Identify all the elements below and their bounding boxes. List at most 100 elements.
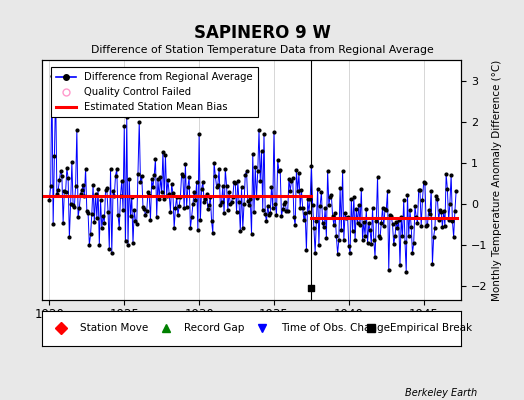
Text: Berkeley Earth: Berkeley Earth (405, 388, 477, 398)
Point (257, 147, 266, 154)
Point (282, 208, 291, 214)
Point (104, 208, 112, 215)
Point (387, 213, 396, 220)
Point (63, 165, 71, 172)
Point (217, 199, 226, 206)
Point (326, 194, 334, 200)
Point (244, 198, 252, 204)
Point (204, 206, 212, 212)
Point (189, 201, 197, 208)
Point (292, 166, 301, 173)
Point (265, 212, 273, 218)
Point (271, 201, 279, 207)
Point (408, 250, 417, 256)
Point (176, 194, 184, 200)
Point (99, 213, 107, 219)
Point (50, 153, 59, 159)
Point (103, 185, 111, 192)
Point (325, 202, 333, 208)
Point (80, 193, 89, 199)
Point (119, 206, 127, 213)
Point (113, 166, 121, 172)
Point (452, 188, 460, 194)
Point (437, 209, 445, 215)
Point (395, 217, 403, 224)
Point (71, 183, 80, 190)
Point (248, 150, 257, 157)
Point (381, 206, 389, 212)
Point (277, 213, 286, 219)
Point (120, 122, 128, 129)
Point (133, 220, 141, 227)
Point (110, 193, 118, 200)
Point (201, 196, 210, 202)
Point (247, 231, 256, 237)
Point (283, 208, 292, 214)
Point (436, 206, 444, 213)
Point (94, 186, 102, 192)
Point (45, 197, 53, 204)
Point (58, 172, 66, 179)
Point (402, 268, 410, 275)
Point (134, 171, 142, 177)
Point (64, 175, 72, 181)
Point (311, 250, 319, 256)
Point (220, 210, 228, 216)
Point (175, 203, 183, 209)
Point (332, 233, 341, 240)
Point (377, 220, 386, 227)
Point (158, 189, 166, 196)
Point (68, 159, 76, 165)
Point (146, 217, 155, 223)
Point (317, 189, 325, 195)
Point (78, 187, 86, 193)
Point (73, 126, 81, 133)
Point (412, 214, 420, 220)
Point (250, 209, 258, 215)
Point (190, 188, 198, 195)
Point (446, 200, 454, 207)
Point (74, 214, 82, 220)
Point (335, 236, 343, 243)
Point (101, 187, 110, 194)
Point (375, 233, 383, 239)
Point (214, 182, 222, 188)
Point (140, 206, 148, 212)
Point (427, 188, 435, 194)
Point (141, 212, 150, 218)
Point (329, 213, 337, 219)
Point (421, 180, 429, 186)
Point (123, 114, 131, 121)
Point (258, 207, 267, 213)
Point (200, 199, 209, 205)
Point (434, 217, 443, 224)
Point (114, 212, 122, 218)
Point (345, 243, 353, 249)
Point (222, 182, 231, 189)
Point (55, 177, 63, 184)
Point (266, 210, 275, 217)
Point (307, 163, 315, 170)
Point (194, 227, 202, 233)
Point (109, 188, 117, 194)
Point (106, 165, 115, 172)
Point (105, 246, 114, 252)
Point (132, 218, 140, 224)
Point (330, 222, 338, 228)
Point (212, 184, 221, 190)
Point (440, 207, 448, 214)
Point (225, 189, 233, 196)
Point (91, 190, 100, 197)
Point (401, 238, 409, 245)
Point (165, 190, 173, 197)
Point (61, 188, 70, 195)
Point (227, 198, 236, 205)
Point (279, 206, 287, 212)
Point (398, 233, 407, 240)
Point (209, 230, 217, 236)
Point (306, 196, 314, 202)
Point (161, 152, 170, 158)
Point (406, 207, 414, 213)
Point (236, 228, 245, 234)
Point (253, 195, 261, 202)
